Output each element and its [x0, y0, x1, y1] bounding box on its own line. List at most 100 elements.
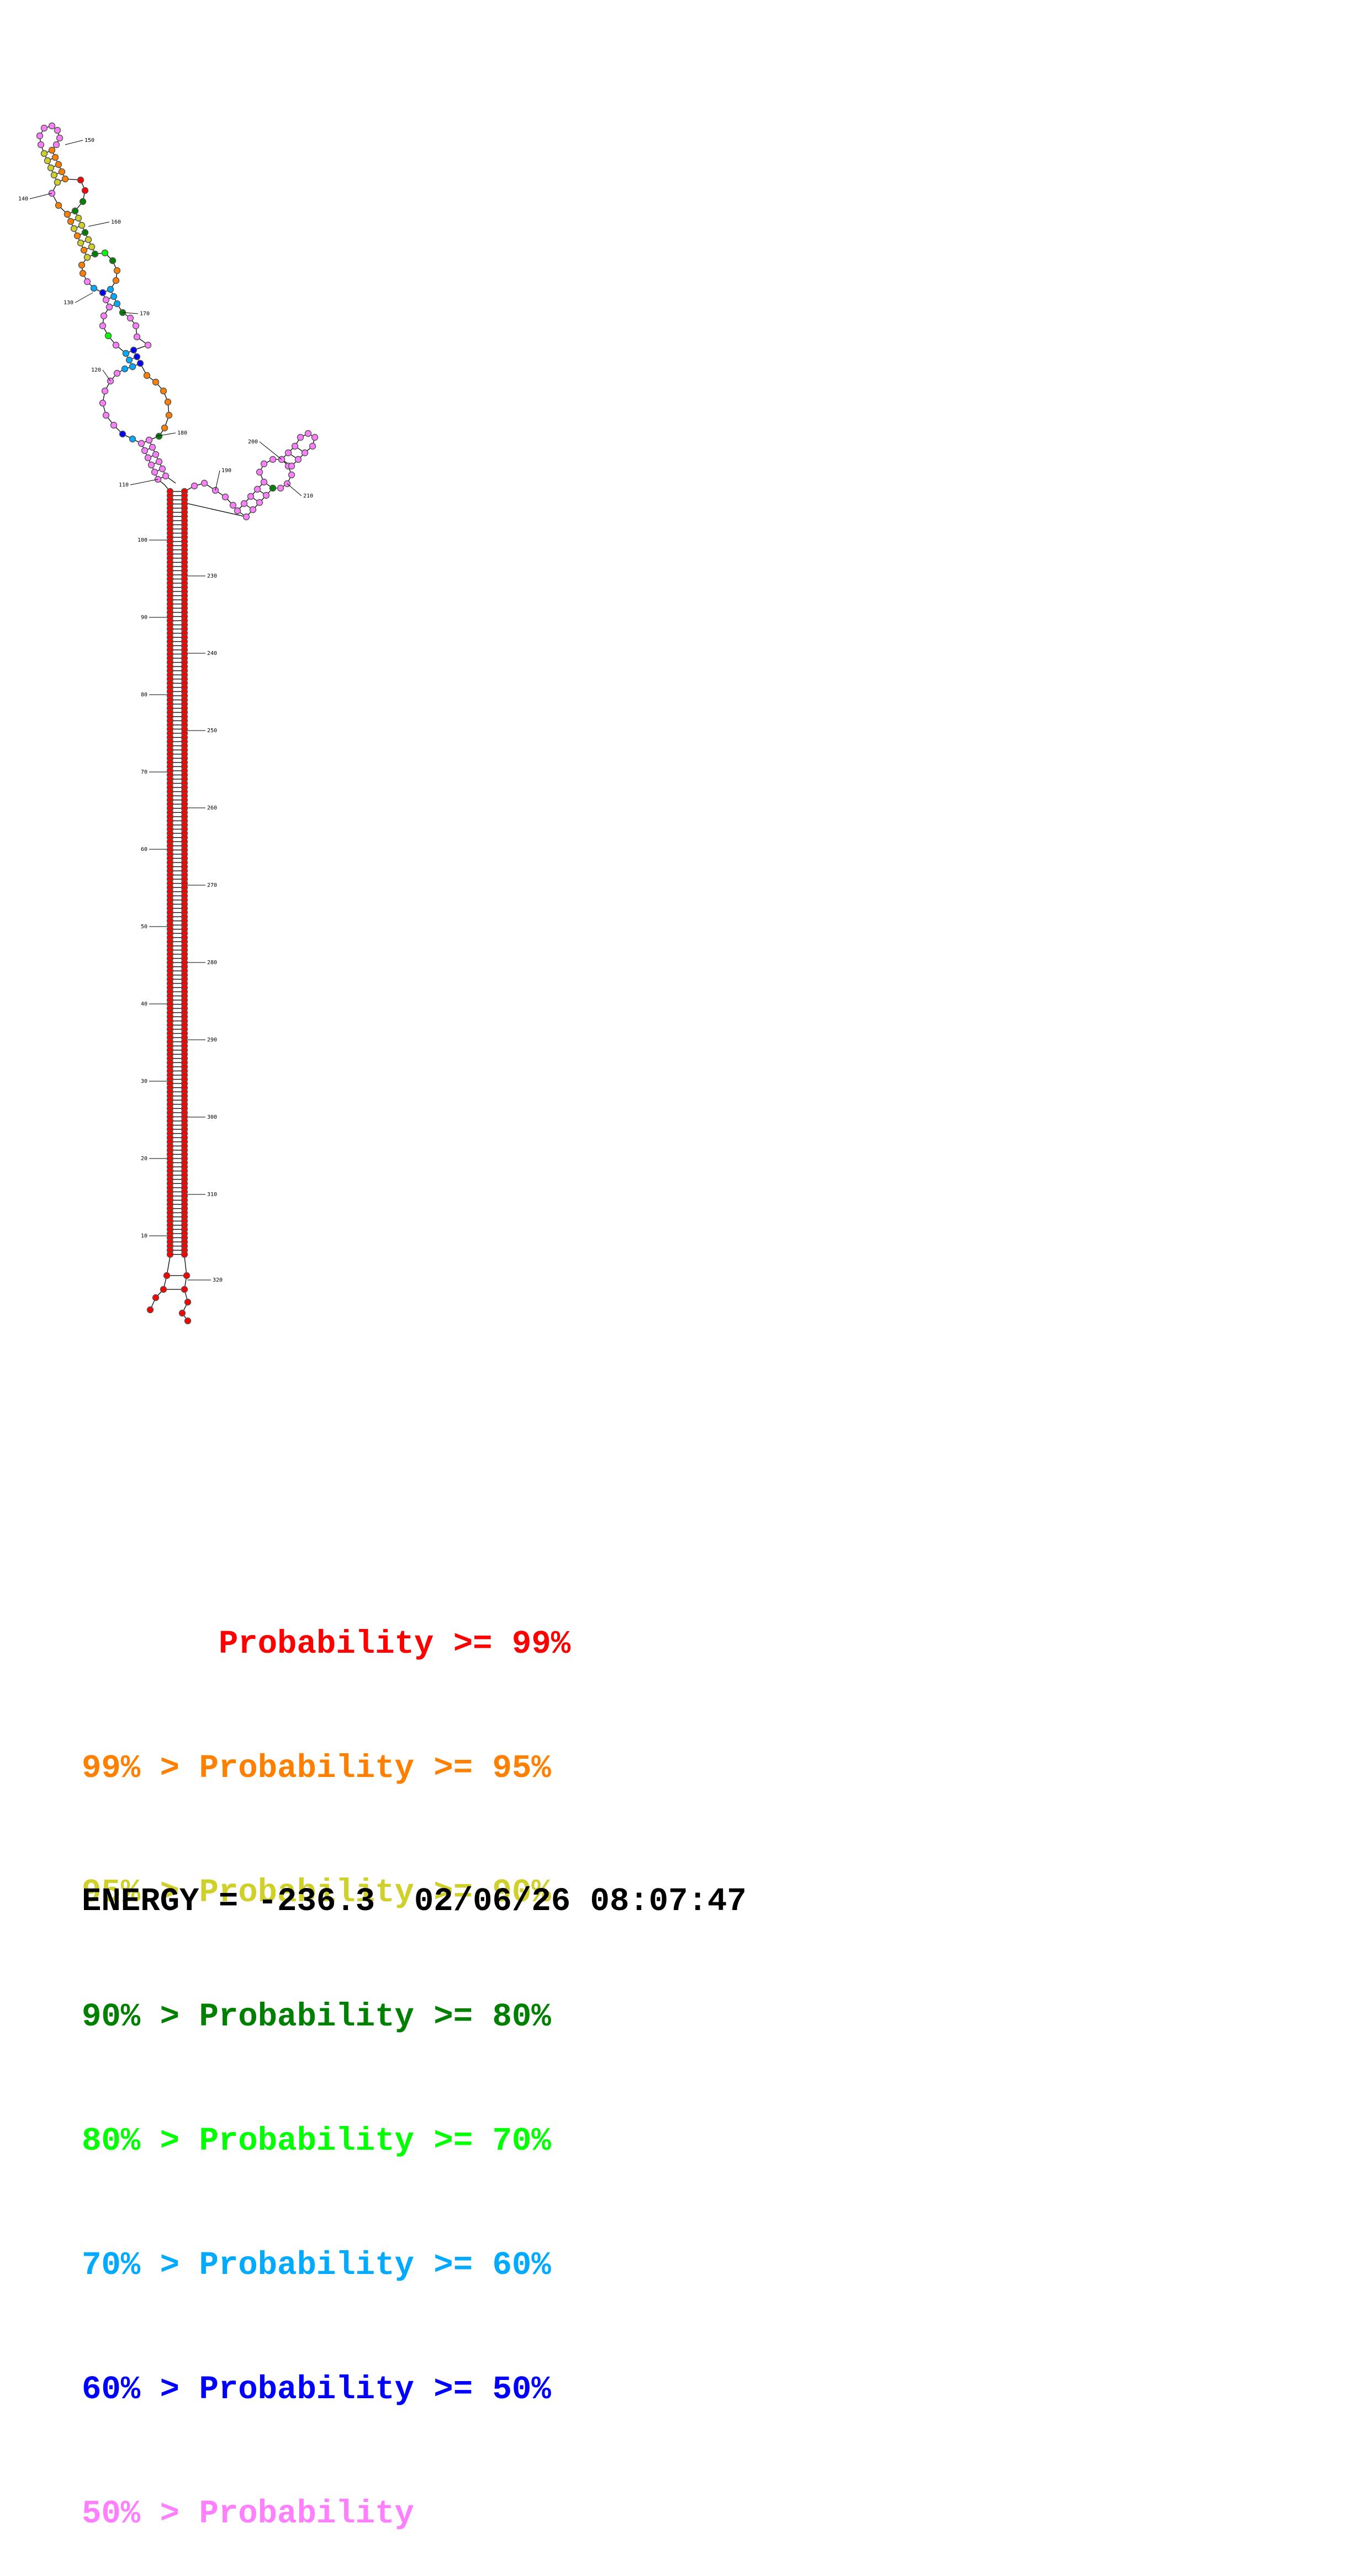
nucleotide [110, 421, 118, 429]
nucleotide [78, 261, 86, 269]
position-label: 260 [207, 805, 217, 811]
position-label: 60 [141, 847, 147, 853]
nucleotide [77, 239, 84, 247]
nucleotide [44, 157, 51, 165]
nucleotide [90, 284, 98, 292]
legend-row-p95: 99% > Probability >= 95% [82, 1750, 551, 1787]
nucleotide [125, 356, 133, 364]
nucleotide [288, 462, 295, 470]
position-tick [29, 193, 52, 199]
backbone-segment [187, 503, 247, 517]
nucleotide [133, 353, 141, 361]
energy-timestamp: 02/06/26 08:07:47 [414, 1883, 747, 1920]
nucleotide [58, 168, 66, 176]
position-label: 270 [207, 882, 217, 888]
nucleotide [99, 322, 107, 330]
nucleotide [88, 243, 96, 251]
nucleotide [138, 440, 145, 447]
nucleotide [269, 484, 277, 492]
nucleotide [304, 430, 312, 437]
nucleotide [78, 221, 86, 229]
position-label: 70 [141, 769, 147, 775]
nucleotide [130, 346, 138, 354]
backbone-segment [259, 459, 292, 489]
nucleotide [242, 513, 250, 521]
nucleotide [129, 363, 136, 371]
nucleotide [221, 493, 229, 501]
nucleotide [71, 207, 79, 215]
nucleotide [75, 214, 82, 222]
legend-row-p50: 60% > Probability >= 50% [82, 2371, 551, 2408]
nucleotide [260, 478, 268, 486]
nucleotide [40, 150, 48, 157]
nucleotides [36, 122, 319, 1325]
nucleotide [100, 312, 108, 320]
nucleotide [240, 500, 248, 507]
position-label: 120 [91, 367, 101, 373]
nucleotide [183, 1272, 191, 1279]
nucleotide [102, 296, 110, 304]
nucleotide [37, 141, 45, 149]
nucleotide [234, 507, 241, 515]
nucleotide [47, 164, 55, 172]
nucleotide [55, 202, 62, 209]
nucleotide [144, 454, 152, 462]
position-label: 130 [64, 300, 73, 306]
nucleotide [119, 430, 126, 438]
nucleotide [101, 249, 109, 257]
legend-row-p70: 80% > Probability >= 70% [82, 2123, 551, 2160]
legend-row-p80: 90% > Probability >= 80% [82, 1998, 551, 2035]
position-label: 200 [248, 439, 258, 445]
nucleotide [164, 398, 172, 406]
nucleotide [107, 285, 114, 293]
nucleotide [61, 175, 69, 183]
nucleotide [143, 372, 151, 379]
nucleotide [121, 365, 129, 373]
nucleotide [52, 141, 60, 149]
base-pairs [44, 150, 305, 1290]
nucleotide [165, 411, 173, 419]
position-tick [88, 221, 110, 227]
nucleotide [152, 1294, 160, 1302]
nucleotide [54, 178, 61, 186]
nucleotide [288, 471, 295, 479]
nucleotide [36, 132, 44, 140]
nucleotide [80, 246, 88, 254]
nucleotide [181, 1251, 188, 1258]
position-label: 170 [140, 311, 150, 317]
position-tick [287, 483, 302, 496]
nucleotide [160, 1286, 167, 1293]
nucleotide [102, 411, 110, 419]
nucleotide [105, 303, 113, 311]
nucleotide [51, 154, 59, 161]
energy-value: -236.3 [257, 1883, 376, 1920]
position-label: 210 [303, 493, 313, 499]
nucleotide [260, 460, 268, 468]
nucleotide [122, 350, 130, 357]
nucleotide [132, 322, 140, 330]
position-label: 290 [207, 1037, 217, 1043]
nucleotide [54, 126, 61, 134]
backbone-segment [150, 1256, 171, 1310]
nucleotide [48, 146, 56, 154]
position-label: 250 [207, 728, 217, 734]
nucleotide [181, 1286, 188, 1293]
position-tick [65, 140, 83, 145]
nucleotide [229, 501, 237, 509]
nucleotide [249, 506, 257, 514]
position-label: 300 [207, 1114, 217, 1120]
nucleotide [133, 333, 141, 341]
position-labels: 10 20 30 40 50 60 70 80 90 100 230 240 250 260 270 280 2… [18, 137, 313, 1283]
nucleotide [113, 267, 121, 274]
nucleotide [291, 442, 299, 450]
position-tick [102, 369, 111, 382]
nucleotide [277, 484, 284, 492]
nucleotide [126, 314, 134, 322]
backbone-segment [75, 179, 86, 211]
nucleotide [151, 468, 158, 476]
position-label: 10 [141, 1233, 147, 1239]
energy-label: ENERGY = [82, 1883, 239, 1920]
nucleotide [112, 341, 120, 349]
nucleotide [184, 1317, 192, 1325]
nucleotide [81, 187, 89, 194]
